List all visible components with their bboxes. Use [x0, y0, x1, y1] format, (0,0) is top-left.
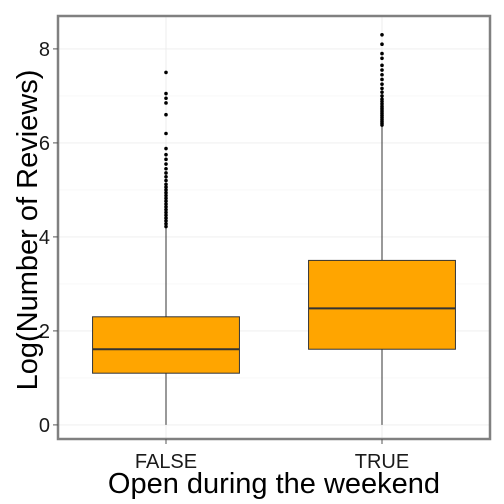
outlier-point — [164, 166, 168, 171]
outlier-point — [164, 182, 168, 187]
outlier-point — [164, 188, 168, 192]
outlier-point — [164, 101, 168, 105]
y-tick-label: 8 — [39, 39, 50, 61]
boxes — [92, 259, 456, 374]
outlier-point — [164, 91, 168, 96]
x-axis-ticks: FALSE TRUE — [135, 439, 409, 473]
outlier-point — [380, 90, 384, 94]
outlier-point — [164, 207, 168, 212]
outlier-point — [380, 82, 384, 86]
y-tick-label: 4 — [39, 227, 50, 249]
outlier-point — [164, 112, 168, 117]
outlier-point — [164, 216, 168, 220]
plot-panel — [56, 14, 492, 441]
outlier-point — [380, 33, 384, 37]
outlier-point — [380, 68, 384, 72]
x-tick-label: FALSE — [135, 451, 197, 473]
outlier-point — [380, 97, 384, 101]
outlier-point — [380, 72, 384, 77]
outlier-point — [164, 199, 168, 203]
outlier-point — [164, 196, 168, 201]
outlier-point — [164, 96, 168, 101]
outlier-point — [164, 152, 168, 157]
outlier-point — [164, 70, 168, 75]
outlier-point — [164, 224, 168, 229]
panel-border — [56, 14, 492, 441]
outlier-point — [164, 146, 168, 151]
outlier-point — [164, 131, 168, 136]
x-axis-title: Open during the weekend — [108, 468, 440, 500]
outlier-point — [380, 63, 384, 68]
y-tick-label: 6 — [39, 133, 50, 155]
box-false — [92, 316, 240, 374]
outlier-point — [164, 174, 168, 179]
outlier-point — [380, 86, 384, 91]
x-tick-label: TRUE — [355, 451, 409, 473]
outlier-point — [380, 94, 384, 98]
outlier-point — [164, 162, 168, 166]
panel-background — [58, 16, 490, 439]
outlier-point — [164, 157, 168, 162]
outlier-point — [164, 219, 168, 223]
outlier-point — [164, 190, 168, 195]
y-tick-label: 0 — [39, 415, 50, 437]
outliers — [164, 33, 384, 229]
box-true — [308, 259, 456, 350]
outlier-point — [380, 77, 384, 82]
outlier-point — [164, 202, 168, 206]
outlier-point — [164, 178, 168, 183]
outlier-point — [164, 205, 168, 209]
outlier-point — [164, 193, 168, 198]
outlier-point — [164, 185, 168, 189]
y-axis-ticks: 0 2 4 6 8 — [39, 39, 58, 437]
outlier-point — [380, 51, 384, 56]
outlier-point — [164, 213, 168, 218]
outlier-point — [164, 221, 168, 226]
y-tick-label: 2 — [39, 321, 50, 343]
outlier-point — [380, 42, 384, 46]
whiskers — [165, 126, 383, 425]
y-axis-title: Log(Number of Reviews) — [12, 70, 44, 391]
outlier-point — [164, 171, 168, 175]
outlier-point — [380, 56, 384, 61]
outlier-point — [164, 210, 168, 215]
